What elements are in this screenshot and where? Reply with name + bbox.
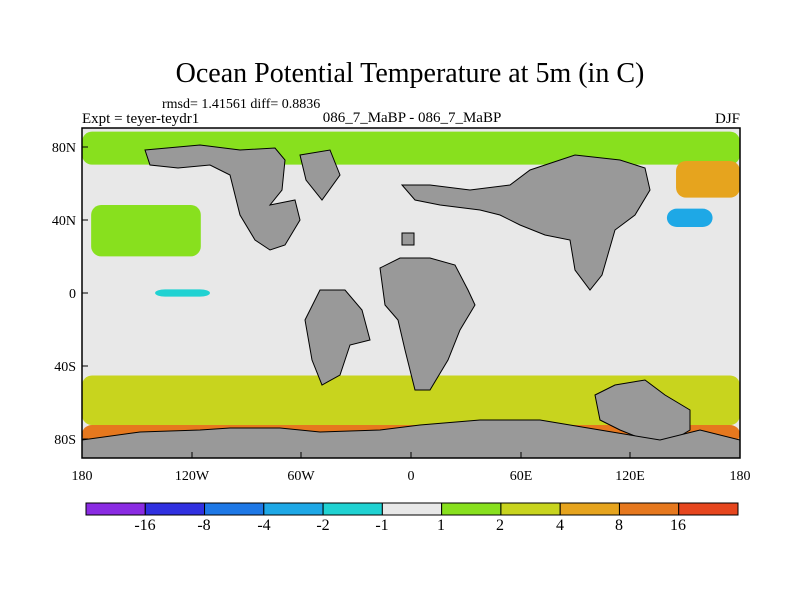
y-tick-label: 40N xyxy=(52,214,76,229)
x-tick-60e: 60E xyxy=(510,452,533,484)
colorbar-swatch xyxy=(204,502,265,516)
colorbar: -16 -8 -4 -2 -1 1 2 4 8 16 xyxy=(85,502,739,534)
x-tick-label: 60E xyxy=(510,469,533,484)
region-north-atlantic-warm xyxy=(676,161,740,198)
x-tick-120w: 120W xyxy=(175,452,210,484)
y-tick-label: 0 xyxy=(69,287,76,302)
colorbar-label: 2 xyxy=(496,517,504,534)
chart-title: Ocean Potential Temperature at 5m (in C) xyxy=(176,58,645,89)
y-tick-0: 0 xyxy=(69,287,88,302)
colorbar-swatch xyxy=(322,502,383,516)
season-label: DJF xyxy=(715,111,740,127)
colorbar-swatch xyxy=(618,502,680,516)
south-america-land xyxy=(304,289,371,386)
map-area xyxy=(81,127,741,459)
x-axis: 180 120W 60W 0 60E 120E 180 xyxy=(72,452,751,484)
europe-asia-land xyxy=(400,154,651,291)
colorbar-swatch xyxy=(678,502,739,516)
region-equatorial-cold xyxy=(155,289,210,297)
colorbar-swatch xyxy=(381,502,443,516)
greenland-land xyxy=(299,149,341,201)
colorbar-swatch xyxy=(559,502,620,516)
antarctica-land xyxy=(82,419,740,458)
y-axis: 80N 40N 0 40S 80S xyxy=(52,141,88,448)
colorbar-label: -2 xyxy=(316,517,329,534)
colorbar-swatch xyxy=(500,502,561,516)
y-tick-label: 80N xyxy=(52,141,76,156)
x-tick-60w: 60W xyxy=(287,452,315,484)
colorbar-swatch xyxy=(263,502,324,516)
x-tick-0: 0 xyxy=(408,452,415,484)
y-tick-40s: 40S xyxy=(54,360,88,375)
australia-land xyxy=(594,379,691,443)
experiment-text: Expt = teyer-teydr1 xyxy=(82,111,199,127)
x-tick-label: 0 xyxy=(408,469,415,484)
y-tick-40n: 40N xyxy=(52,214,88,229)
colorbar-swatches xyxy=(85,502,739,516)
region-southern-ocean-band xyxy=(82,375,740,425)
colorbar-label: -16 xyxy=(134,517,155,534)
north-america-land xyxy=(144,144,301,251)
stats-text: rmsd= 1.41561 diff= 0.8836 xyxy=(162,97,320,112)
colorbar-swatch xyxy=(441,502,502,516)
colorbar-label: 16 xyxy=(670,517,686,534)
x-tick-120e: 120E xyxy=(615,452,645,484)
x-tick-label: 180 xyxy=(730,469,751,484)
land-masses xyxy=(82,144,740,458)
colorbar-label: -4 xyxy=(257,517,270,534)
africa-land xyxy=(379,257,476,391)
colorbar-swatch xyxy=(144,502,206,516)
colorbar-label: 8 xyxy=(615,517,623,534)
x-tick-label: 180 xyxy=(72,469,93,484)
x-tick-label: 120E xyxy=(615,469,645,484)
colorbar-label: -1 xyxy=(375,517,388,534)
y-tick-80n: 80N xyxy=(52,141,88,156)
island-land xyxy=(401,232,415,246)
x-tick-180w: 180 xyxy=(72,452,93,484)
colorbar-label: 4 xyxy=(556,517,564,534)
chart-subtitle: 086_7_MaBP - 086_7_MaBP xyxy=(323,110,502,126)
y-tick-label: 40S xyxy=(54,360,76,375)
region-north-pacific-band xyxy=(91,205,201,257)
x-tick-180e: 180 xyxy=(730,452,751,484)
colorbar-swatch xyxy=(85,502,146,516)
x-tick-label: 120W xyxy=(175,469,210,484)
region-kuroshio-cold-patch xyxy=(666,208,713,227)
y-tick-80s: 80S xyxy=(54,433,88,448)
x-tick-label: 60W xyxy=(287,469,315,484)
colorbar-label: -8 xyxy=(197,517,210,534)
y-tick-label: 80S xyxy=(54,433,76,448)
colorbar-label: 1 xyxy=(437,517,445,534)
